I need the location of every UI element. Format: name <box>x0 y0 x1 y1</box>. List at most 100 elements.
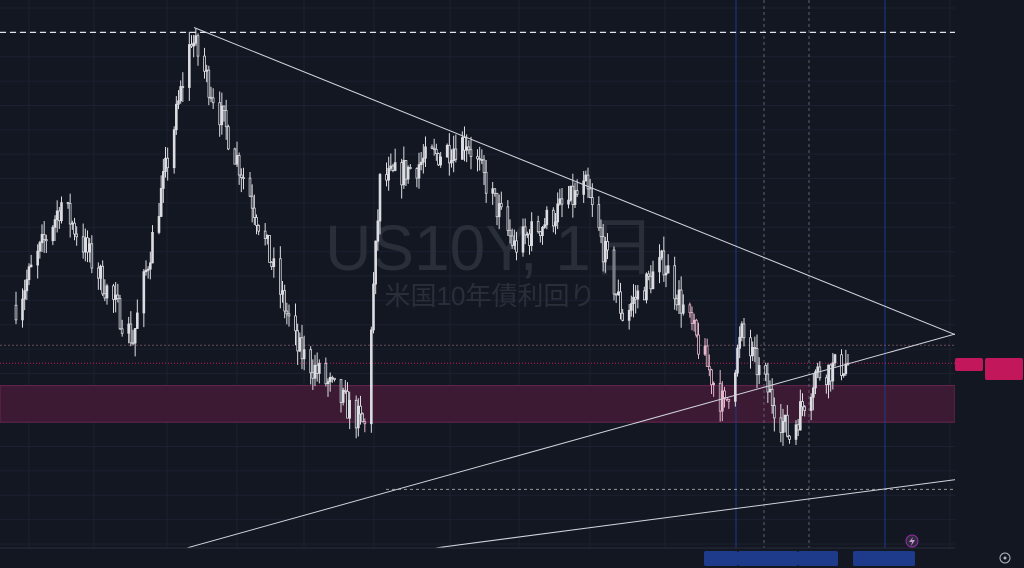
candle-body <box>84 237 87 253</box>
candle-body <box>404 160 408 180</box>
candle-body <box>268 235 271 263</box>
candle-body <box>237 155 241 176</box>
candle-body <box>786 414 789 437</box>
candle-body <box>736 347 739 374</box>
candle-body <box>833 354 837 364</box>
candle-body <box>604 241 607 263</box>
candle-body <box>788 435 791 440</box>
candle-body <box>266 235 269 239</box>
candle-body <box>233 148 237 165</box>
axis-icons[interactable] <box>905 534 1011 564</box>
candle-body <box>58 210 61 222</box>
candle-body <box>272 258 276 267</box>
candle-body <box>27 266 31 281</box>
candle-body <box>435 148 438 155</box>
candle-body <box>339 379 343 403</box>
candle-body <box>55 210 59 221</box>
price-axis[interactable] <box>955 0 1024 568</box>
candle-body <box>463 137 466 151</box>
candle-body <box>378 174 382 222</box>
candles[interactable] <box>14 28 850 446</box>
candle-body <box>545 209 549 226</box>
candle-body <box>101 265 104 295</box>
candle-body <box>814 371 817 389</box>
candle-body <box>357 405 360 429</box>
candle-body <box>554 221 557 227</box>
candle-body <box>597 204 601 229</box>
candle-body <box>296 330 299 352</box>
candle-body <box>53 219 57 228</box>
candle-body <box>688 304 692 314</box>
candle-body <box>666 265 670 274</box>
candle-body <box>97 267 100 279</box>
candle-body <box>393 162 397 171</box>
candle-body <box>617 291 620 295</box>
candle-body <box>415 168 419 179</box>
candle-body <box>573 190 577 205</box>
candle-body <box>38 242 42 252</box>
candle-body <box>712 382 715 386</box>
candle-body <box>742 323 746 339</box>
candle-body <box>606 241 609 251</box>
candle-body <box>354 399 358 429</box>
candle-body <box>370 329 373 425</box>
time-axis[interactable] <box>0 547 955 568</box>
candle-body <box>677 289 681 306</box>
candle-body <box>630 303 633 311</box>
candle-body <box>461 137 464 160</box>
candle-body <box>770 388 774 406</box>
candle-body <box>385 174 388 181</box>
candle-body <box>127 323 130 334</box>
candle-body <box>755 348 759 376</box>
candle-body <box>508 229 512 237</box>
candle-body <box>363 421 367 425</box>
candle-body <box>727 399 731 402</box>
candle-body <box>773 405 776 419</box>
candle-body <box>391 165 395 171</box>
candle-body <box>675 298 679 306</box>
candle-body <box>263 230 267 239</box>
candle-body <box>647 273 650 277</box>
candle-body <box>783 414 787 422</box>
candle-body <box>478 158 481 161</box>
candle-body <box>530 221 533 246</box>
candle-body <box>372 283 375 331</box>
candle-body <box>664 272 668 276</box>
settings-gear-center <box>1003 556 1007 560</box>
candle-body <box>114 294 117 300</box>
candle-body <box>66 202 70 205</box>
candle-body <box>311 372 315 379</box>
candle-body <box>400 162 403 186</box>
vertical-markers <box>735 0 886 548</box>
candle-body <box>88 243 91 253</box>
candle-body <box>181 86 185 88</box>
candle-body <box>36 250 39 266</box>
trendline-lower-2 <box>419 475 986 551</box>
candle-body <box>118 298 122 330</box>
candle-body <box>495 192 499 218</box>
candle-body <box>318 362 321 374</box>
candle-body <box>90 243 94 269</box>
candle-body <box>81 236 85 253</box>
candle-body <box>452 148 455 161</box>
trendlines[interactable] <box>114 27 986 568</box>
candle-body <box>571 185 575 205</box>
candle-body <box>523 226 527 236</box>
candle-body <box>240 174 243 178</box>
candle-body <box>636 290 640 300</box>
candle-body <box>825 377 828 386</box>
candle-body <box>779 417 783 433</box>
candle-body <box>75 233 78 238</box>
candle-body <box>480 159 484 161</box>
candle-body <box>348 399 351 419</box>
candle-body <box>287 313 291 317</box>
candle-body <box>424 146 427 159</box>
candle-body <box>437 153 440 166</box>
candle-body <box>188 44 191 88</box>
candle-body <box>768 388 772 393</box>
candle-body <box>521 226 525 253</box>
horizontal-levels <box>0 31 955 490</box>
candle-body <box>781 421 785 433</box>
